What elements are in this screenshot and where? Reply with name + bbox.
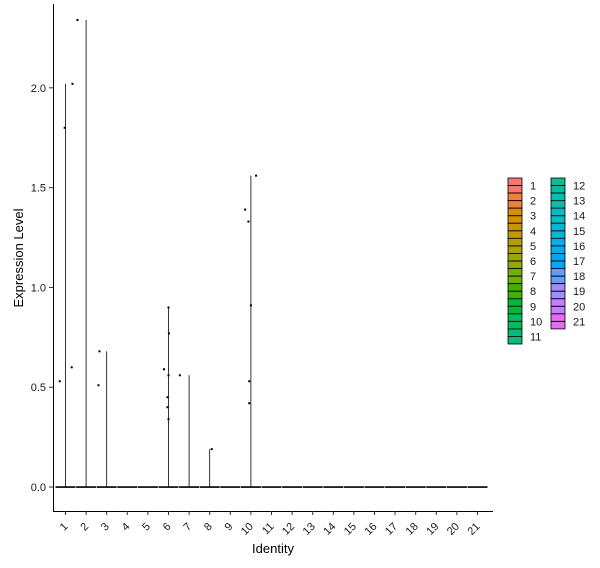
x-tick-label: 17 xyxy=(383,521,400,538)
y-tick-label: 1.0 xyxy=(31,282,46,294)
data-point xyxy=(244,208,247,211)
x-tick-label: 20 xyxy=(445,521,462,538)
x-tick-label: 1 xyxy=(58,521,71,534)
x-axis-ticks: 1 2 3 4 5 6 7 8 9 10 11 12 13 14 15 16 17 18 19 20 21 xyxy=(58,511,483,538)
y-axis-title: Expression Level xyxy=(11,208,26,307)
legend-label: 21 xyxy=(573,316,585,328)
data-point xyxy=(210,448,213,451)
x-tick-label: 14 xyxy=(321,521,338,538)
x-tick-label: 18 xyxy=(404,521,421,538)
y-tick-label: 2.0 xyxy=(31,83,46,95)
legend-label: 15 xyxy=(573,226,585,238)
y-tick-label: 0.0 xyxy=(31,482,46,494)
data-point xyxy=(248,380,251,383)
legend-label: 14 xyxy=(573,211,585,223)
legend-label: 11 xyxy=(530,332,541,344)
legend-label: 9 xyxy=(530,301,536,313)
x-axis-title: Identity xyxy=(252,541,294,556)
x-tick-label: 2 xyxy=(78,521,91,534)
y-tick-label: 1.5 xyxy=(31,183,46,195)
x-tick-label: 12 xyxy=(280,521,297,538)
data-point xyxy=(97,384,100,387)
data-point xyxy=(166,396,169,399)
data-point xyxy=(166,406,169,409)
data-point xyxy=(167,418,170,421)
legend-label: 17 xyxy=(573,256,585,268)
data-point xyxy=(247,220,250,223)
violin-layer xyxy=(55,19,488,488)
legend-label: 2 xyxy=(530,196,536,208)
x-tick-label: 15 xyxy=(342,521,359,538)
data-point xyxy=(70,366,73,369)
jitter-points-layer xyxy=(58,18,258,451)
legend-label: 7 xyxy=(530,271,536,283)
legend-label: 13 xyxy=(573,196,585,208)
x-tick-label: 16 xyxy=(362,521,379,538)
data-point xyxy=(178,374,181,377)
x-tick-label: 7 xyxy=(181,521,194,534)
legend-label: 4 xyxy=(530,226,536,238)
legend-label: 5 xyxy=(530,241,536,253)
data-point xyxy=(167,374,170,377)
x-tick-label: 4 xyxy=(120,521,133,534)
x-tick-label: 21 xyxy=(465,521,482,538)
x-tick-label: 13 xyxy=(301,521,318,538)
data-point xyxy=(167,306,170,309)
legend-label: 3 xyxy=(530,211,536,223)
legend-label: 18 xyxy=(573,271,585,283)
x-tick-label: 10 xyxy=(239,521,256,538)
data-point xyxy=(63,126,66,129)
data-point xyxy=(58,380,61,383)
data-point xyxy=(249,304,252,307)
legend-label: 6 xyxy=(530,256,536,268)
legend-label: 19 xyxy=(573,286,585,298)
legend-label: 1 xyxy=(530,181,536,193)
data-point xyxy=(162,368,165,371)
x-tick-label: 11 xyxy=(260,521,277,538)
data-point xyxy=(71,82,74,85)
x-tick-label: 5 xyxy=(140,521,153,534)
data-point xyxy=(76,18,79,21)
x-tick-label: 19 xyxy=(424,521,441,538)
legend-label: 10 xyxy=(530,316,542,328)
legend-label: 20 xyxy=(573,301,585,313)
legend-label: 8 xyxy=(530,286,536,298)
x-tick-label: 9 xyxy=(223,521,236,534)
data-point xyxy=(255,174,258,177)
y-tick-label: 0.5 xyxy=(31,382,46,394)
data-point xyxy=(98,350,101,353)
legend-label: 16 xyxy=(573,241,585,253)
x-tick-label: 6 xyxy=(161,521,174,534)
data-point xyxy=(167,332,170,335)
x-tick-label: 3 xyxy=(99,521,112,534)
data-point xyxy=(248,402,251,405)
x-tick-label: 8 xyxy=(202,521,215,534)
y-axis-ticks: 0.0 0.5 1.0 1.5 2.0 xyxy=(31,83,53,494)
legend-label: 12 xyxy=(573,181,585,193)
